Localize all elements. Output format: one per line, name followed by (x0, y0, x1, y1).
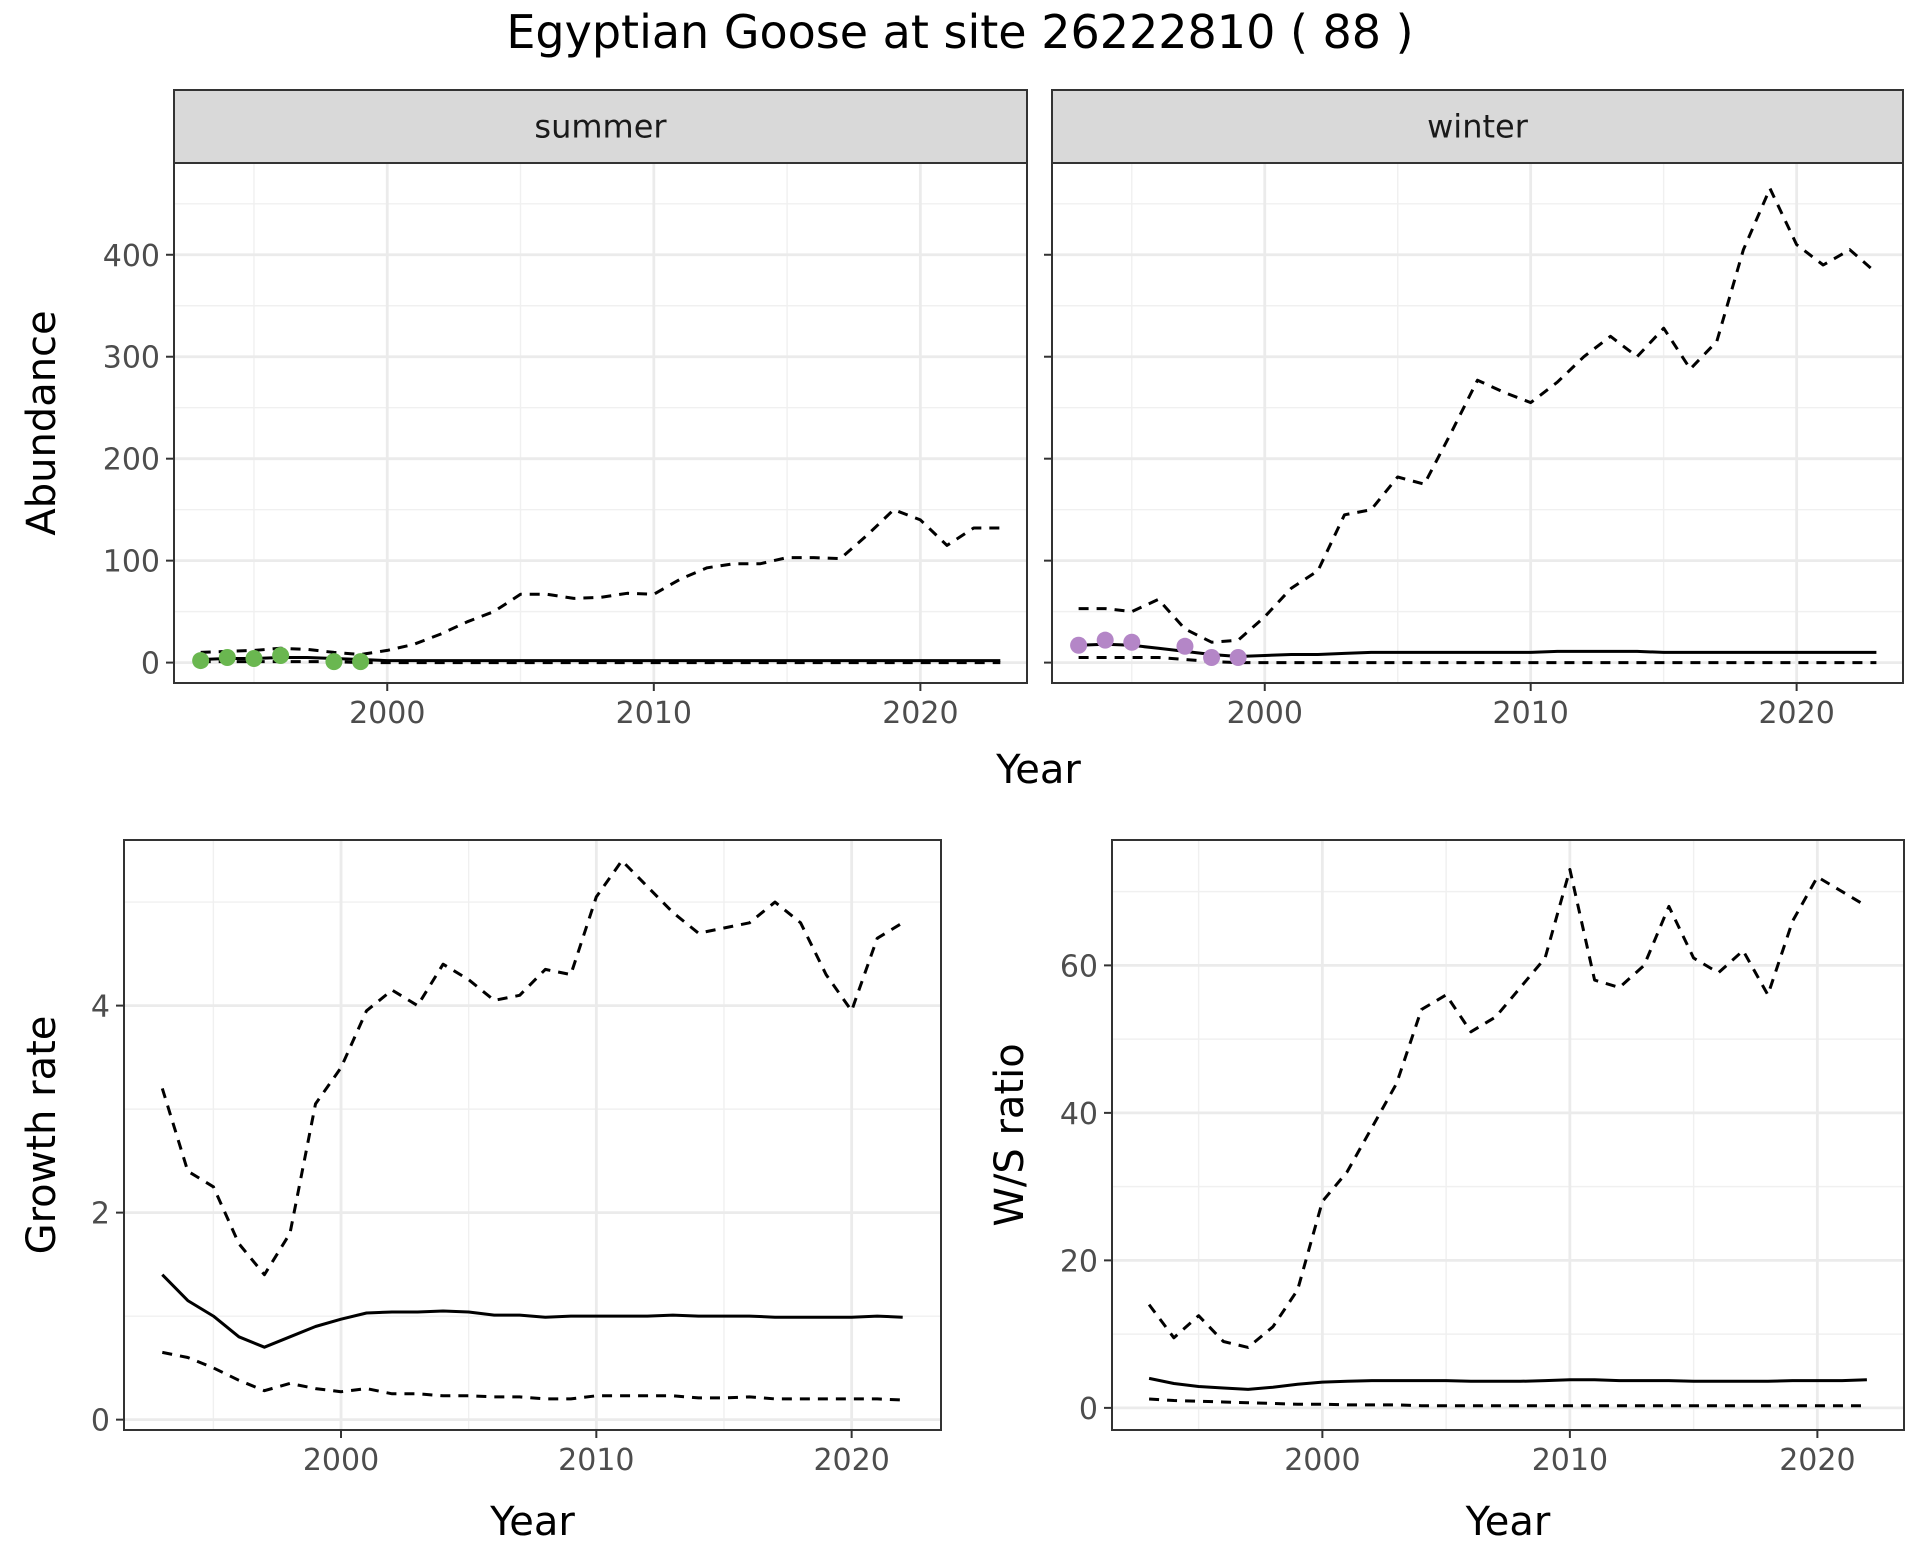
abundance-summer-panel: summer 2000 2010 2020 0 100 200 300 400 (103, 89, 1028, 731)
growth-x-tick-label: 2020 (813, 1443, 889, 1478)
abundance-summer-y-tick-label: 200 (103, 443, 160, 478)
growth-mean-line (161, 1273, 903, 1349)
growth-y-tick-label: 4 (91, 990, 110, 1025)
abundance-winter-observed-point (1070, 636, 1088, 654)
ws-ratio-y-tick-label: 40 (1060, 1097, 1098, 1132)
abundance-winter-panel: winter 2000 2010 2020 (1044, 89, 1904, 731)
abundance-winter-upper-line (1078, 187, 1878, 644)
ws-ratio-x-axis-title: Year (1465, 1499, 1551, 1545)
abundance-winter-strip-label: winter (1427, 108, 1529, 146)
ws-ratio-y-axis-title: W/S ratio (987, 1043, 1033, 1226)
growth-x-axis-title: Year (489, 1499, 575, 1545)
abundance-summer-y-tick-label: 300 (103, 341, 160, 376)
abundance-winter-observed-point (1176, 637, 1194, 655)
abundance-summer-plot-area (174, 163, 1027, 683)
abundance-summer-y-tick-label: 0 (141, 647, 160, 682)
ws-ratio-y-tick-label: 0 (1079, 1392, 1098, 1427)
abundance-winter-x-tick-label: 2010 (1493, 696, 1569, 731)
growth-x-tick-label: 2000 (303, 1443, 379, 1478)
abundance-y-axis-title: Abundance (19, 310, 65, 535)
growth-panel-border (123, 839, 942, 1431)
abundance-summer-x-tick-label: 2020 (882, 696, 958, 731)
ws-ratio-lower-line (1149, 1397, 1867, 1408)
abundance-summer-upper-line (200, 508, 1001, 656)
ws-ratio-y-tick-label: 60 (1060, 949, 1098, 984)
ws-ratio-x-tick-label: 2000 (1284, 1443, 1360, 1478)
abundance-summer-strip-label: summer (534, 108, 667, 146)
ws-ratio-x-tick-label: 2010 (1532, 1443, 1608, 1478)
abundance-winter-observed-point (1203, 649, 1221, 667)
abundance-summer-y-tick-label: 400 (103, 239, 160, 274)
growth-plot-area (124, 840, 941, 1430)
growth-lower-line (162, 1350, 903, 1402)
abundance-summer-strip (173, 89, 1028, 164)
abundance-winter-strip (1051, 89, 1904, 164)
abundance-summer-observed-point (218, 649, 236, 667)
ws-ratio-panel: 2000 2010 2020 0 20 40 60 (1060, 839, 1905, 1478)
abundance-summer-x-tick-label: 2010 (616, 696, 692, 731)
growth-panel: 2000 2010 2020 0 2 4 (91, 839, 942, 1478)
abundance-summer-x-tick-label: 2000 (349, 696, 425, 731)
abundance-summer-observed-point (325, 653, 343, 671)
ws-ratio-upper-line (1147, 868, 1868, 1349)
abundance-summer-observed-point (352, 653, 370, 671)
abundance-winter-plot-area (1052, 163, 1903, 683)
ws-ratio-x-tick-label: 2020 (1779, 1443, 1855, 1478)
abundance-summer-y-tick-label: 100 (103, 545, 160, 580)
growth-upper-line (160, 859, 904, 1277)
growth-y-tick-label: 2 (91, 1197, 110, 1232)
ws-ratio-y-tick-label: 20 (1060, 1244, 1098, 1279)
ws-ratio-panel-border (1111, 839, 1905, 1431)
abundance-x-axis-title: Year (995, 747, 1081, 793)
growth-y-axis-title: Growth rate (19, 1016, 65, 1255)
abundance-summer-observed-point (192, 652, 210, 670)
ws-ratio-mean-line (1148, 1376, 1867, 1391)
growth-y-tick-label: 0 (91, 1404, 110, 1439)
growth-x-tick-label: 2010 (558, 1443, 634, 1478)
abundance-winter-observed-point (1229, 649, 1247, 667)
abundance-winter-x-tick-label: 2000 (1227, 696, 1303, 731)
ws-ratio-plot-area (1112, 840, 1904, 1430)
abundance-winter-observed-point (1123, 633, 1141, 651)
abundance-winter-observed-point (1096, 631, 1114, 649)
abundance-winter-x-tick-label: 2020 (1758, 696, 1834, 731)
abundance-summer-observed-point (245, 650, 263, 668)
abundance-summer-observed-point (272, 646, 290, 664)
figure-title: Egyptian Goose at site 26222810 ( 88 ) (506, 5, 1413, 59)
